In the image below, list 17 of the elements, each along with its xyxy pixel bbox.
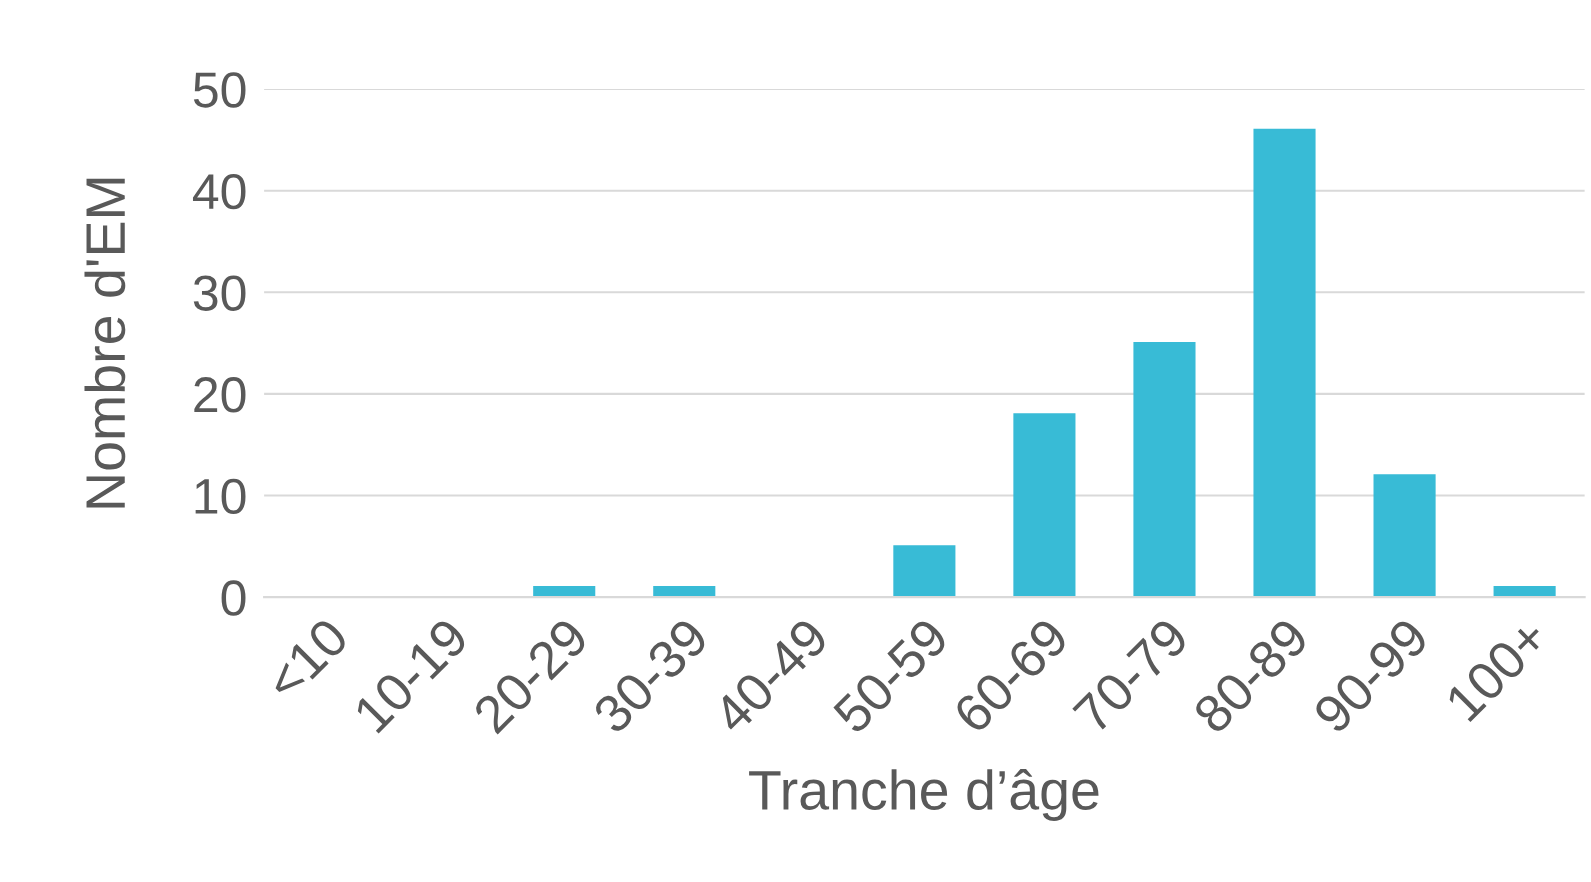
y-tick-label: 0 [221,580,246,616]
bar [533,585,596,598]
x-axis-title: Tranche d’âge [749,769,1099,821]
bar [1013,413,1076,598]
y-tick-label: 20 [194,377,246,413]
y-tick-label: 10 [195,478,246,515]
bar [1133,342,1196,598]
bar [1373,474,1436,598]
y-tick-label: 30 [193,275,246,311]
bar [1493,585,1556,598]
bar [653,585,716,598]
bar [1253,128,1316,598]
y-tick-label: 40 [192,173,246,210]
y-tick-label: 50 [193,72,246,108]
x-tick-label: <10 [263,616,351,703]
y-axis-title: Nombre d'EM [84,178,126,508]
bar [893,545,956,598]
